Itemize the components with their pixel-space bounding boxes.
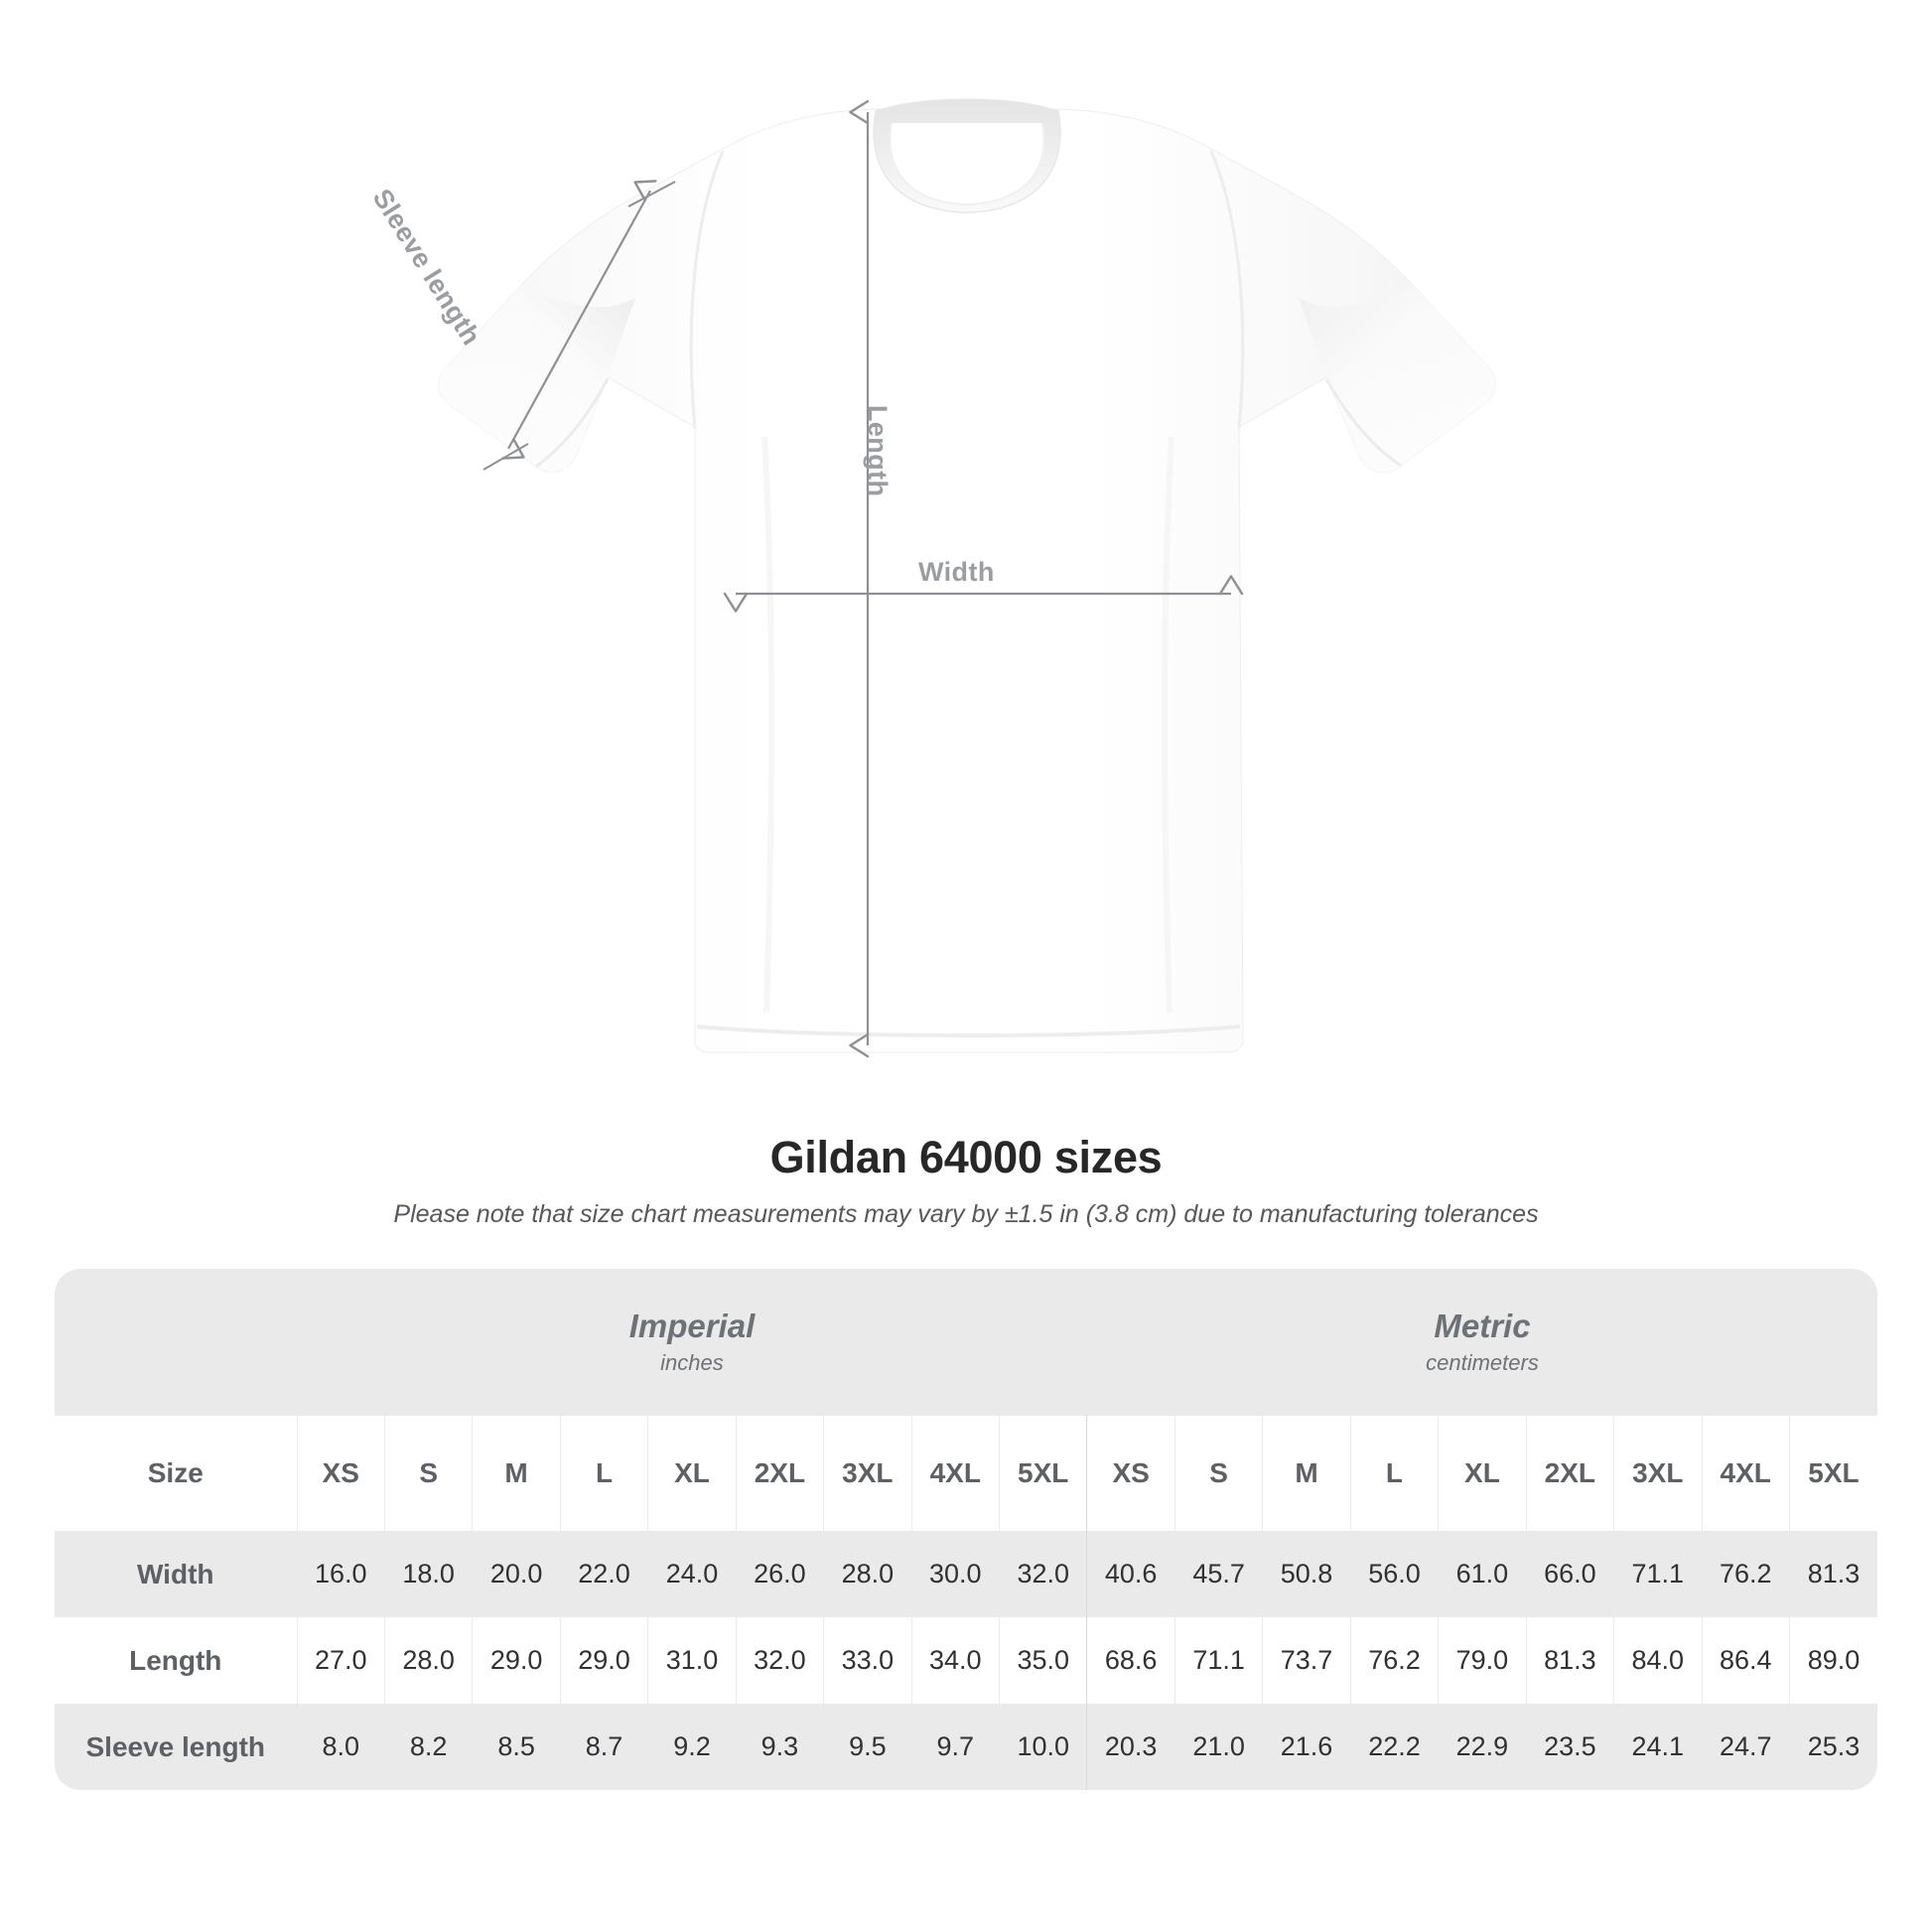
row-label-sleeve-length: Sleeve length <box>55 1704 297 1790</box>
cell-value: 86.4 <box>1701 1617 1790 1704</box>
cell-value: 29.0 <box>472 1617 561 1704</box>
cell-value: 76.2 <box>1349 1617 1439 1704</box>
size-header-cell: XL <box>1438 1416 1527 1531</box>
page-subtitle: Please note that size chart measurements… <box>393 1200 1539 1228</box>
row-label-length: Length <box>55 1617 297 1704</box>
metric-system-label: Metric <box>1434 1308 1531 1345</box>
size-header-cell: 5XL <box>1788 1416 1877 1531</box>
size-header-cell: S <box>1173 1416 1263 1531</box>
cell-value: 31.0 <box>647 1617 737 1704</box>
cell-value: 30.0 <box>910 1531 1000 1617</box>
table-row: Length 27.0 28.0 29.0 29.0 31.0 32.0 33.… <box>55 1617 1877 1704</box>
cell-value: 18.0 <box>383 1531 473 1617</box>
cell-value: 10.0 <box>998 1704 1087 1790</box>
imperial-system-label: Imperial <box>628 1308 756 1345</box>
cell-value: 24.1 <box>1613 1704 1702 1790</box>
size-header-cell: XS <box>1086 1416 1175 1531</box>
cell-value: 56.0 <box>1349 1531 1439 1617</box>
size-header-cell: M <box>1262 1416 1351 1531</box>
metric-unit-label: centimeters <box>1426 1349 1539 1375</box>
cell-value: 22.9 <box>1438 1704 1527 1790</box>
width-label: Width <box>918 557 995 587</box>
tshirt-svg <box>438 98 1496 1058</box>
cell-value: 9.7 <box>910 1704 1000 1790</box>
row-label-width: Width <box>55 1531 297 1617</box>
cell-value: 71.1 <box>1173 1617 1263 1704</box>
sleeve-dimension-arrow <box>483 180 676 471</box>
size-header-cell: XL <box>647 1416 737 1531</box>
cell-value: 8.0 <box>296 1704 385 1790</box>
cell-value: 29.0 <box>559 1617 648 1704</box>
cell-value: 50.8 <box>1262 1531 1351 1617</box>
size-header-cell: XS <box>296 1416 385 1531</box>
size-header-cell: 3XL <box>823 1416 912 1531</box>
size-header-cell: 5XL <box>998 1416 1087 1531</box>
size-header-cell: 3XL <box>1613 1416 1702 1531</box>
cell-value: 21.0 <box>1173 1704 1263 1790</box>
size-header-cell: 2XL <box>1525 1416 1614 1531</box>
cell-value: 28.0 <box>383 1617 473 1704</box>
cell-value: 24.0 <box>647 1531 737 1617</box>
cell-value: 25.3 <box>1788 1704 1877 1790</box>
cell-value: 40.6 <box>1086 1531 1175 1617</box>
cell-value: 8.2 <box>383 1704 473 1790</box>
cell-value: 9.3 <box>735 1704 824 1790</box>
cell-value: 16.0 <box>296 1531 385 1617</box>
size-header-cell: L <box>1349 1416 1439 1531</box>
cell-value: 28.0 <box>823 1531 912 1617</box>
unit-row-spacer <box>55 1269 297 1416</box>
cell-value: 22.0 <box>559 1531 648 1617</box>
cell-value: 32.0 <box>998 1531 1087 1617</box>
cell-value: 8.5 <box>472 1704 561 1790</box>
cell-value: 68.6 <box>1086 1617 1175 1704</box>
cell-value: 73.7 <box>1262 1617 1351 1704</box>
cell-value: 35.0 <box>998 1617 1087 1704</box>
cell-value: 79.0 <box>1438 1617 1527 1704</box>
cell-value: 24.7 <box>1701 1704 1790 1790</box>
cell-value: 27.0 <box>296 1617 385 1704</box>
table-row: Sleeve length 8.0 8.2 8.5 8.7 9.2 9.3 9.… <box>55 1704 1877 1790</box>
cell-value: 76.2 <box>1701 1531 1790 1617</box>
cell-value: 22.2 <box>1349 1704 1439 1790</box>
cell-value: 20.3 <box>1086 1704 1175 1790</box>
cell-value: 84.0 <box>1613 1617 1702 1704</box>
table-row: Width 16.0 18.0 20.0 22.0 24.0 26.0 28.0… <box>55 1531 1877 1617</box>
cell-value: 23.5 <box>1525 1704 1614 1790</box>
imperial-unit-label: inches <box>660 1349 724 1375</box>
size-header-cell: L <box>559 1416 648 1531</box>
cell-value: 71.1 <box>1613 1531 1702 1617</box>
length-label: Length <box>863 405 893 497</box>
unit-group-imperial: Imperial inches <box>297 1269 1087 1416</box>
cell-value: 20.0 <box>472 1531 561 1617</box>
cell-value: 33.0 <box>823 1617 912 1704</box>
tshirt-illustration: Sleeve length Length Width <box>367 98 1496 1058</box>
size-header-cell: M <box>472 1416 561 1531</box>
cell-value: 89.0 <box>1788 1617 1877 1704</box>
cell-value: 61.0 <box>1438 1531 1527 1617</box>
size-chart-table: Imperial inches Metric centimeters Size … <box>55 1269 1877 1790</box>
size-header-label: Size <box>55 1416 297 1531</box>
cell-value: 34.0 <box>910 1617 1000 1704</box>
unit-group-metric: Metric centimeters <box>1086 1269 1877 1416</box>
cell-value: 81.3 <box>1788 1531 1877 1617</box>
cell-value: 21.6 <box>1262 1704 1351 1790</box>
size-header-cell: 4XL <box>1701 1416 1790 1531</box>
size-header-cell: 4XL <box>910 1416 1000 1531</box>
size-header-cell: 2XL <box>735 1416 824 1531</box>
size-header-row: Size XS S M L XL 2XL 3XL 4XL 5XL XS S M … <box>55 1416 1877 1531</box>
cell-value: 32.0 <box>735 1617 824 1704</box>
cell-value: 45.7 <box>1173 1531 1263 1617</box>
cell-value: 8.7 <box>559 1704 648 1790</box>
size-header-cell: S <box>383 1416 473 1531</box>
cell-value: 81.3 <box>1525 1617 1614 1704</box>
cell-value: 9.2 <box>647 1704 737 1790</box>
size-chart-table-container: Imperial inches Metric centimeters Size … <box>55 1269 1877 1790</box>
cell-value: 26.0 <box>735 1531 824 1617</box>
cell-value: 9.5 <box>823 1704 912 1790</box>
unit-system-row: Imperial inches Metric centimeters <box>55 1269 1877 1416</box>
cell-value: 66.0 <box>1525 1531 1614 1617</box>
page-title: Gildan 64000 sizes <box>769 1132 1163 1182</box>
